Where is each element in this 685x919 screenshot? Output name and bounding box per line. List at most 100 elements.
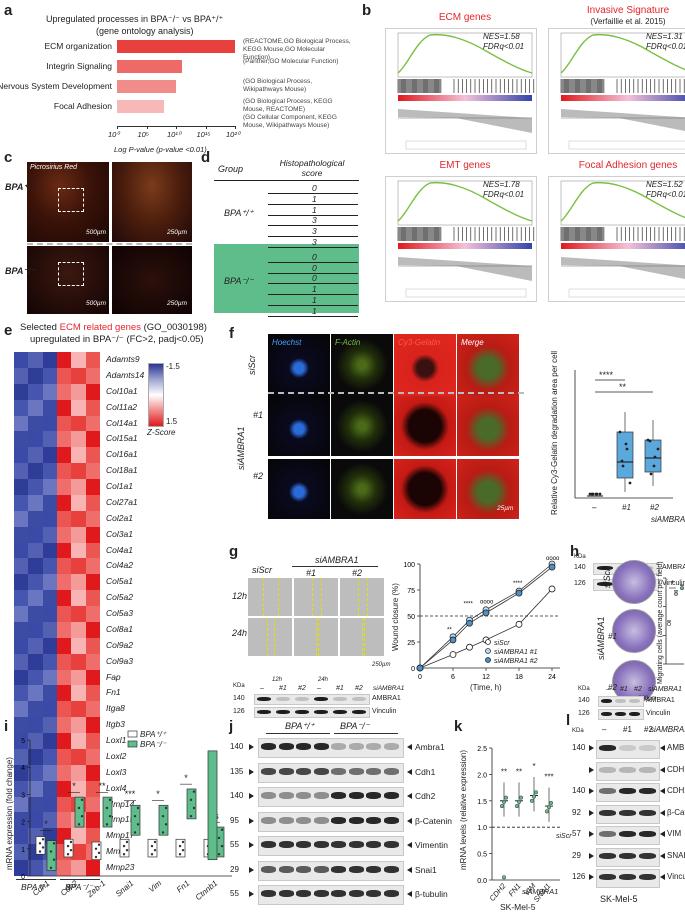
row-label-bpa-ko: BPA⁻/⁻ <box>5 266 36 276</box>
gene-label: Fap <box>106 671 121 682</box>
kda-size: 140 <box>230 791 244 800</box>
sig-label: oooo <box>546 556 560 562</box>
gsea-legend <box>568 288 685 298</box>
heatmap-cell <box>71 844 86 861</box>
heatmap-cell <box>14 669 29 686</box>
series-point <box>548 563 556 571</box>
blot-band <box>348 767 364 775</box>
lane-label: – <box>606 686 610 693</box>
heatmap-cell <box>42 367 58 385</box>
heatmap-cell <box>71 383 86 400</box>
box-ko <box>74 796 85 828</box>
heatmap-cell <box>14 780 29 797</box>
col-label-2: #2 <box>352 568 363 578</box>
x-tick-label: Cdh2 <box>59 878 80 898</box>
time-group-label: 24h <box>318 677 329 683</box>
lane-label: #2 <box>298 685 306 692</box>
heatmap-cell <box>85 621 101 639</box>
arrow-marker <box>407 842 412 848</box>
blot-band <box>278 767 294 775</box>
x-group-label: siAMBRA1 <box>651 515 685 524</box>
legend-swatch <box>127 730 138 738</box>
x-tick-label: 18 <box>515 674 523 681</box>
heatmap-cell <box>14 860 29 877</box>
x-tick-label: 24 <box>548 674 556 681</box>
table-row-rule <box>268 236 358 238</box>
arrow-marker <box>407 891 412 897</box>
x-tick-label: Vim <box>147 878 163 894</box>
panel-h-label: h <box>570 543 580 560</box>
sig-label: ** <box>501 767 507 776</box>
blot-band <box>278 743 294 750</box>
heatmap-cell <box>14 828 29 845</box>
data-point <box>108 814 112 818</box>
table-row-rule <box>268 272 358 274</box>
series-point <box>515 620 523 628</box>
arrow-marker <box>660 809 665 816</box>
heatmap-cell <box>85 590 101 607</box>
x-tick <box>146 126 148 129</box>
group-label-siambra1: siAMBRA1 <box>315 555 359 565</box>
enrichment-frame <box>560 32 685 78</box>
y-tick-label: 75 <box>407 588 415 595</box>
series-point <box>449 636 457 644</box>
time-group-label: 12h <box>272 677 283 683</box>
blot-band <box>619 745 636 751</box>
heatmap-cell <box>85 558 101 575</box>
row-label-1: #1 <box>608 632 617 641</box>
data-point <box>161 831 165 834</box>
blot-band <box>278 841 294 848</box>
heatmap-cell <box>42 685 58 702</box>
heatmap-cell <box>71 463 86 480</box>
lane-label: – <box>260 685 264 692</box>
heatmap-cell <box>85 764 101 782</box>
x-tick-label: #1 <box>622 503 631 512</box>
y-tick-label: 5 <box>21 738 25 745</box>
gsea-plot <box>548 176 685 302</box>
data-point <box>161 814 165 818</box>
score-cell: 3 <box>312 237 317 247</box>
data-point <box>38 850 42 853</box>
protein-label: Cdh1 <box>415 766 436 777</box>
heatmap-cell <box>42 447 58 464</box>
scale-bar-label: 250µm <box>167 300 188 307</box>
data-point <box>652 464 656 468</box>
score-cell: 0 <box>312 262 317 273</box>
table-row-rule <box>268 305 358 306</box>
data-point <box>674 592 678 596</box>
arrow-marker <box>249 866 254 873</box>
heatmap-cell <box>57 717 72 734</box>
heatmap-cell <box>28 383 43 400</box>
kda-label: KDa <box>572 728 584 734</box>
blot-band <box>639 852 656 859</box>
kda-size: 29 <box>572 850 581 860</box>
score-cell: 0 <box>312 251 317 262</box>
data-point <box>220 828 224 831</box>
blot-band <box>331 792 346 799</box>
arrow-marker <box>589 831 594 837</box>
heatmap-cell <box>42 590 58 607</box>
blot-band <box>619 874 636 880</box>
blot-band <box>599 874 616 880</box>
data-point <box>97 843 101 846</box>
heatmap-cell <box>42 780 58 797</box>
heatmap-cell <box>85 431 101 448</box>
blot-band <box>261 841 276 848</box>
heatmap-cell <box>14 812 29 829</box>
blot-band <box>383 841 399 848</box>
panel-a-title: Upregulated processes in BPA⁻/⁻ vs BPA⁺/… <box>46 14 224 24</box>
data-point <box>164 823 168 826</box>
heatmap-cell <box>57 780 72 797</box>
data-point <box>181 848 185 852</box>
panel-c-divider <box>27 243 192 245</box>
y-tick-label: 0.5 <box>477 852 487 859</box>
score-cell: 3 <box>312 215 317 226</box>
blot-band <box>383 816 399 824</box>
data-point <box>150 853 154 856</box>
gene-label: Col10a1 <box>106 385 138 396</box>
heatmap-cell <box>57 590 72 607</box>
data-point <box>680 586 684 591</box>
heatmap-cell <box>42 383 58 400</box>
protein-label: β-Catenin <box>667 807 685 817</box>
fluorescence-image <box>268 334 330 396</box>
